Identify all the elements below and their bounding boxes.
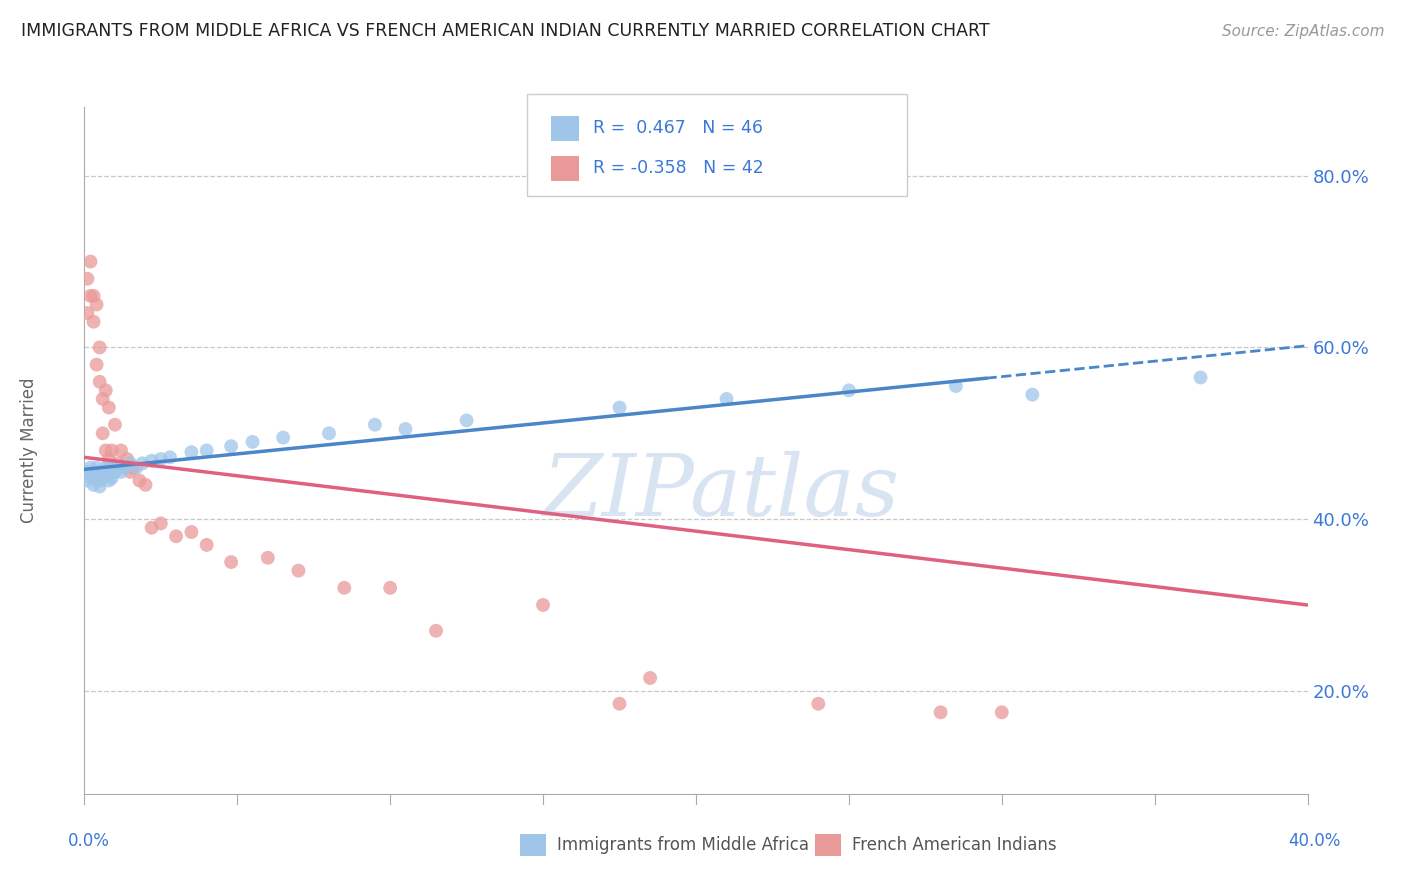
Point [94,460,117,475]
Point [333,581,356,595]
Point [394,422,416,436]
Point [112,460,135,475]
Point [79,469,101,483]
Point [104,458,127,473]
Point [86,469,108,483]
Point [141,521,163,535]
Point [94,469,117,483]
Point [219,555,242,569]
Point [83,315,105,329]
Point [89,474,111,488]
Point [101,443,124,458]
Text: ZIPatlas: ZIPatlas [541,450,898,533]
Point [364,417,387,432]
Point [101,471,124,485]
Point [807,697,830,711]
Point [716,392,738,406]
Point [271,431,294,445]
Point [97,452,120,467]
Point [287,564,309,578]
Point [991,706,1014,720]
Point [91,426,114,441]
Point [91,471,114,485]
Point [76,474,98,488]
Point [380,581,402,595]
Point [180,524,202,539]
Point [94,384,117,398]
Point [79,254,101,268]
Point [107,456,129,470]
Point [94,443,117,458]
Point [638,671,661,685]
Point [91,392,114,406]
Text: R =  0.467   N = 46: R = 0.467 N = 46 [593,120,763,137]
Point [609,401,631,415]
Point [945,379,967,393]
Point [97,401,120,415]
Text: Source: ZipAtlas.com: Source: ZipAtlas.com [1222,24,1385,38]
Point [242,434,264,449]
Point [110,443,132,458]
Point [149,516,172,531]
Point [97,474,120,488]
Point [165,529,187,543]
Point [101,465,124,479]
Point [83,471,105,485]
Point [135,478,157,492]
Point [86,358,108,372]
Point [609,697,631,711]
Point [125,460,148,475]
Point [122,460,145,475]
Text: Immigrants from Middle Africa: Immigrants from Middle Africa [557,836,808,855]
Point [120,456,142,470]
Point [79,289,101,303]
Text: Currently Married: Currently Married [20,377,38,524]
Text: French American Indians: French American Indians [852,836,1057,855]
Point [141,454,163,468]
Point [531,598,554,612]
Point [128,474,150,488]
Point [1189,370,1212,384]
Point [107,460,129,475]
Point [425,624,447,638]
Point [257,550,280,565]
Point [110,465,132,479]
Point [86,460,108,475]
Point [180,445,202,459]
Point [456,413,478,427]
Point [131,456,153,470]
Point [91,465,114,479]
Point [89,375,111,389]
Point [97,462,120,476]
Point [76,306,98,320]
Point [115,452,138,467]
Point [195,443,218,458]
Point [89,465,111,479]
Text: 40.0%: 40.0% [1288,832,1341,850]
Point [76,465,98,479]
Point [83,289,105,303]
Point [159,450,181,465]
Point [76,271,98,285]
Point [83,465,105,479]
Point [79,460,101,475]
Point [120,465,142,479]
Point [89,340,111,354]
Point [86,297,108,311]
Point [149,452,172,467]
Point [83,478,105,492]
Point [1021,387,1043,401]
Point [89,479,111,493]
Text: R = -0.358   N = 42: R = -0.358 N = 42 [593,160,763,178]
Point [318,426,340,441]
Point [929,706,952,720]
Text: 0.0%: 0.0% [67,832,110,850]
Point [104,417,127,432]
Point [104,465,127,479]
Point [219,439,242,453]
Text: IMMIGRANTS FROM MIDDLE AFRICA VS FRENCH AMERICAN INDIAN CURRENTLY MARRIED CORREL: IMMIGRANTS FROM MIDDLE AFRICA VS FRENCH … [21,22,990,40]
Point [838,384,860,398]
Point [195,538,218,552]
